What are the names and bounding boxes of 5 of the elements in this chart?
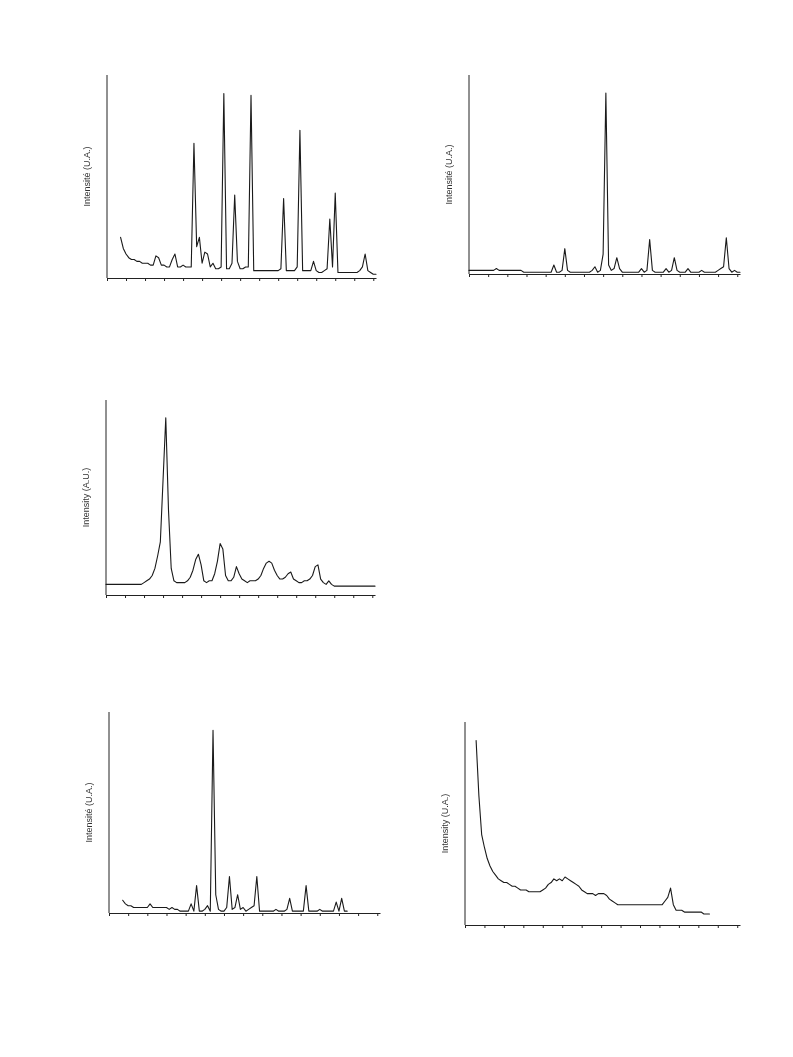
y-axis-title: Intensité (U.A.)	[82, 146, 92, 207]
y-axis-title: Intensité (U.A.)	[84, 782, 94, 843]
y-axis-title: Intensité (U.A.)	[444, 144, 454, 205]
y-axis-title: Intensity (A.U.)	[81, 467, 91, 528]
y-axis-title: Intensity (U.A.)	[440, 793, 450, 854]
